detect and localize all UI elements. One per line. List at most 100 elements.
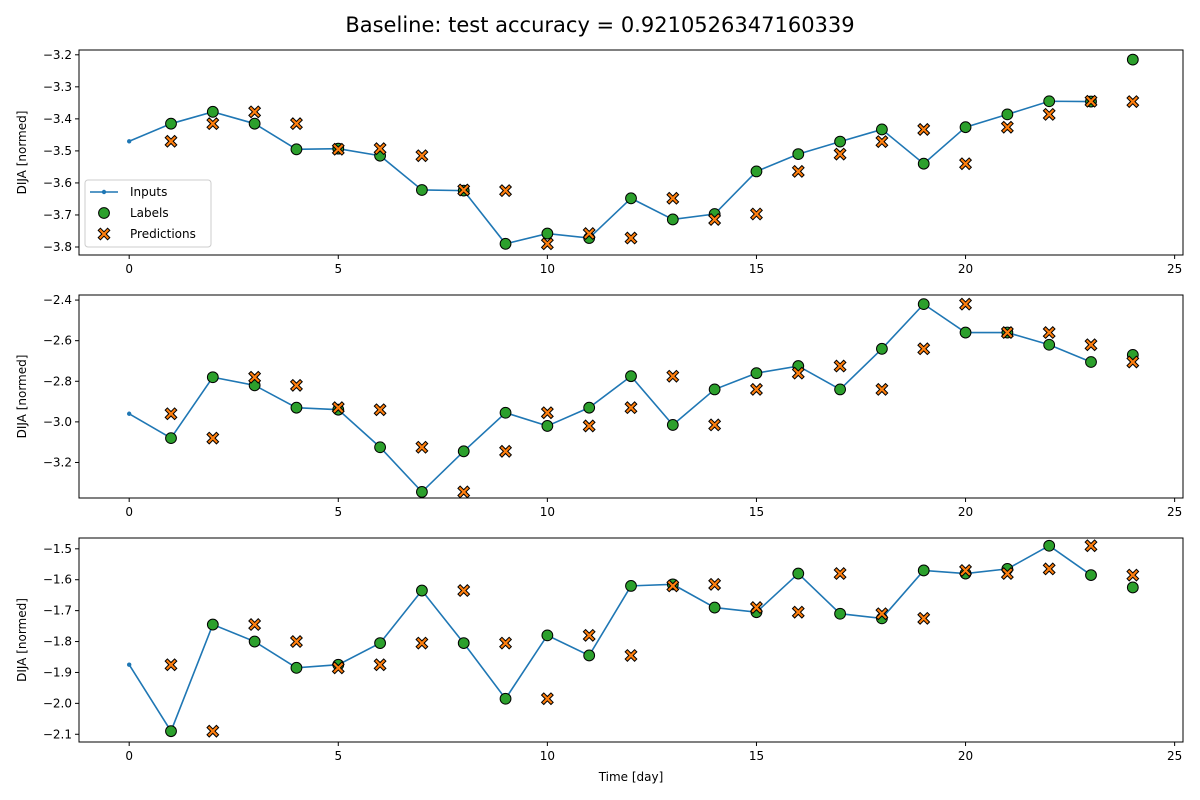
prediction-point	[1000, 120, 1014, 134]
y-tick-label: −1.7	[43, 604, 72, 618]
label-point	[290, 661, 303, 674]
legend-labels-marker	[98, 207, 110, 219]
prediction-point	[331, 661, 345, 675]
y-tick-label: −3.3	[43, 80, 72, 94]
prediction-point	[248, 618, 262, 632]
prediction-point	[540, 692, 554, 706]
prediction-point	[791, 164, 805, 178]
label-point	[917, 298, 930, 311]
prediction-point	[624, 401, 638, 415]
label-point	[541, 227, 554, 240]
y-tick-label: −3.8	[43, 240, 72, 254]
label-point	[708, 601, 721, 614]
y-tick-label: −2.1	[43, 727, 72, 741]
label-point	[625, 370, 637, 383]
prediction-point	[248, 105, 262, 119]
legend-entry-inputs: Inputs	[130, 185, 167, 199]
prediction-point	[457, 485, 471, 499]
label-point	[416, 486, 428, 498]
label-point	[750, 367, 763, 380]
x-tick-label: 5	[334, 749, 342, 763]
legend-inputs-marker	[101, 189, 107, 195]
label-point	[1126, 581, 1139, 594]
x-tick-label: 10	[540, 505, 555, 519]
label-point	[165, 725, 177, 738]
y-tick-label: −3.6	[43, 176, 72, 190]
prediction-point	[1084, 94, 1098, 108]
prediction-point	[959, 297, 973, 311]
prediction-point	[206, 724, 220, 738]
label-point	[876, 342, 888, 355]
label-point	[1043, 539, 1056, 552]
label-point	[876, 123, 888, 136]
prediction-point	[499, 636, 513, 650]
prediction-point	[289, 378, 303, 392]
plot-area	[79, 538, 1183, 742]
prediction-point	[666, 579, 680, 593]
legend-entry-labels: Labels	[130, 206, 169, 220]
label-point	[416, 584, 428, 597]
prediction-point	[791, 605, 805, 619]
y-tick-label: −1.9	[43, 665, 72, 679]
prediction-point	[1126, 568, 1140, 582]
label-point	[583, 401, 596, 414]
x-tick-label: 15	[749, 505, 764, 519]
label-point	[499, 237, 512, 250]
label-point	[457, 637, 470, 649]
x-tick-label: 25	[1167, 749, 1182, 763]
x-tick-label: 25	[1167, 505, 1182, 519]
prediction-point	[749, 601, 763, 615]
plot-area	[79, 50, 1183, 255]
label-point	[1043, 95, 1056, 108]
prediction-point	[875, 607, 889, 621]
x-tick-label: 20	[958, 262, 973, 276]
label-point	[206, 371, 219, 384]
prediction-point	[289, 117, 303, 131]
label-point	[290, 401, 303, 414]
prediction-point	[373, 658, 387, 672]
label-point	[959, 121, 972, 134]
label-point	[206, 105, 219, 118]
prediction-point	[540, 406, 554, 420]
inputs-series-line	[128, 544, 1092, 733]
prediction-point	[708, 212, 722, 226]
prediction-point	[540, 237, 554, 251]
label-point	[666, 419, 679, 431]
prediction-point	[1000, 326, 1014, 340]
label-point	[248, 635, 261, 648]
y-tick-label: −3.2	[43, 455, 72, 469]
y-tick-label: −2.6	[43, 334, 72, 348]
label-point	[499, 406, 512, 419]
subplot-3: 0 5 10 15 20 25 −2.1 −2.0 −1.9 −1.8 −1.7 −1.6 −1.5 DI…	[15, 537, 1184, 784]
prediction-point	[624, 231, 638, 245]
prediction-point	[917, 611, 931, 625]
label-point	[165, 432, 177, 445]
label-point	[666, 213, 679, 226]
prediction-point	[1084, 338, 1098, 352]
prediction-point	[917, 342, 931, 356]
label-point	[206, 618, 219, 631]
x-tick-label: 10	[540, 262, 555, 276]
label-point	[625, 580, 637, 592]
label-point	[583, 649, 596, 662]
label-point	[834, 607, 846, 620]
prediction-point	[666, 191, 680, 205]
prediction-point	[708, 577, 722, 591]
y-tick-label: −1.6	[43, 573, 72, 587]
label-point	[374, 637, 386, 649]
x-tick-label: 15	[749, 262, 764, 276]
prediction-point	[875, 382, 889, 396]
prediction-point	[833, 147, 847, 161]
y-axis-label: DIJA [normed]	[15, 598, 29, 682]
prediction-point	[833, 359, 847, 373]
x-tick-label: 5	[334, 505, 342, 519]
label-point	[792, 148, 805, 161]
prediction-point	[164, 658, 178, 672]
label-point	[290, 143, 303, 156]
y-tick-label: −3.7	[43, 208, 72, 222]
label-point	[541, 420, 554, 432]
x-tick-label: 0	[125, 262, 133, 276]
legend-entry-predictions: Predictions	[130, 227, 196, 241]
y-tick-label: −1.8	[43, 635, 72, 649]
